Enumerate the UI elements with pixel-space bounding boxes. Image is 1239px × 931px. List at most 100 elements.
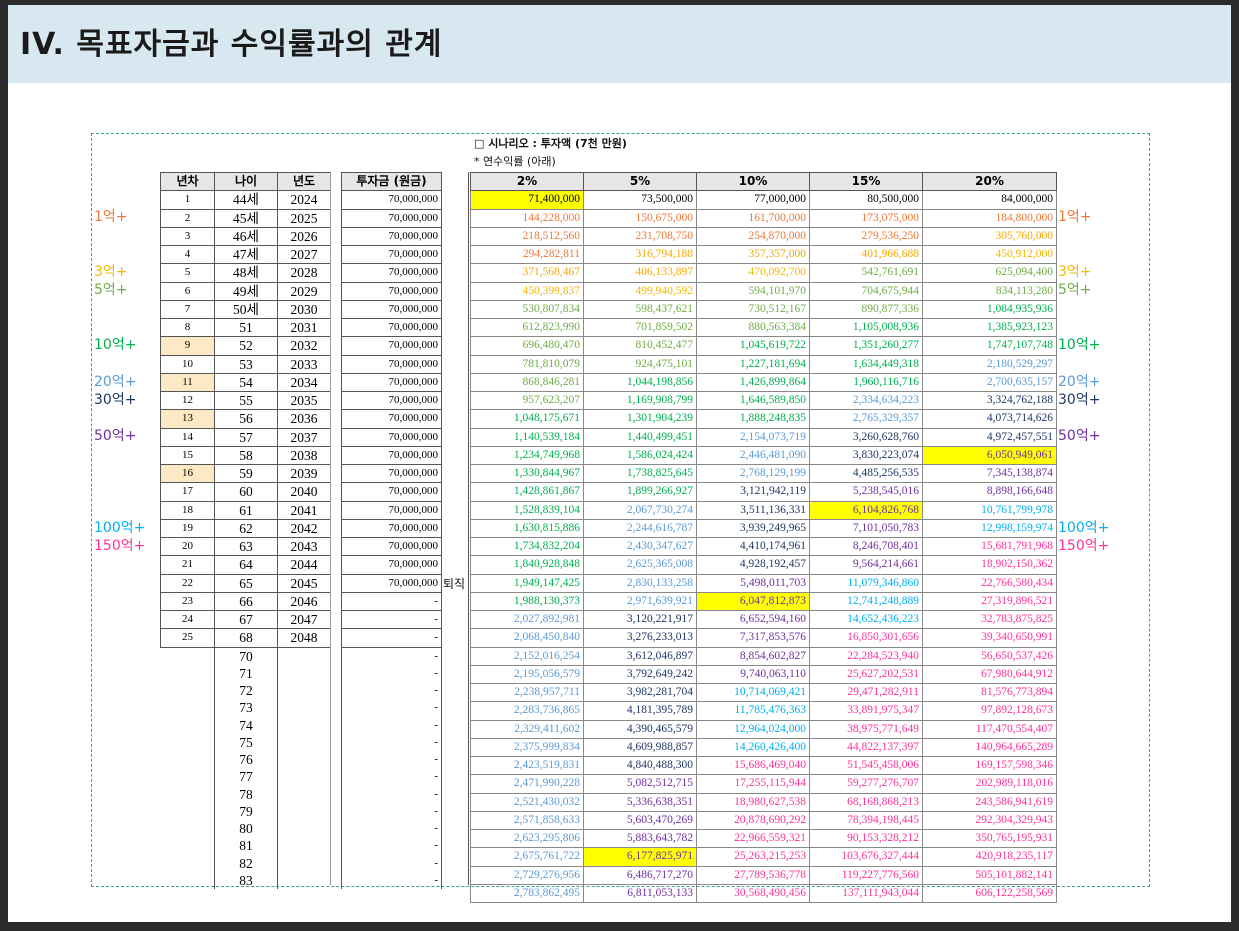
table-row: 781,810,079 924,475,101 1,227,181,694 1,634… bbox=[470, 354, 1057, 374]
year-no-cell: 5 bbox=[160, 263, 215, 283]
value-cell-10pct: 9,740,063,110 bbox=[696, 664, 810, 685]
value-cell-10pct: 2,768,129,199 bbox=[696, 463, 810, 484]
table-row: 2,027,892,981 3,120,221,917 6,652,594,160 1… bbox=[470, 609, 1057, 630]
table-row: - bbox=[341, 664, 442, 682]
value-cell-15pct: 80,500,000 bbox=[809, 190, 923, 210]
rates-left-border bbox=[468, 172, 469, 885]
table-row: 70,000,000 bbox=[341, 244, 442, 265]
table-row: - bbox=[341, 768, 442, 786]
value-cell-5pct: 3,982,281,704 bbox=[583, 682, 697, 703]
table-row: 77 bbox=[161, 768, 331, 786]
year-no-cell bbox=[161, 786, 215, 803]
table-row: 1 44세 2024 bbox=[160, 190, 331, 210]
header-age: 나이 bbox=[214, 171, 278, 192]
year-no-cell bbox=[161, 682, 215, 699]
value-cell-2pct: 2,783,862,495 bbox=[470, 883, 584, 904]
value-cell-15pct: 12,741,248,889 bbox=[809, 591, 923, 612]
value-cell-5pct: 316,794,188 bbox=[583, 244, 697, 265]
value-cell-15pct: 3,830,223,074 bbox=[809, 445, 923, 466]
principal-cell: - bbox=[341, 785, 442, 803]
table-row: 72 bbox=[161, 682, 331, 700]
value-cell-20pct: 84,000,000 bbox=[922, 190, 1057, 210]
age-cell: 49세 bbox=[214, 281, 278, 301]
value-cell-20pct: 3,324,762,188 bbox=[922, 390, 1057, 411]
value-cell-2pct: 1,949,147,425 bbox=[470, 573, 584, 593]
table-row: 3 46세 2026 bbox=[160, 226, 331, 247]
year-cell bbox=[278, 855, 331, 872]
value-cell-20pct: 4,073,714,626 bbox=[922, 409, 1057, 429]
table-row: 82 bbox=[161, 854, 331, 872]
age-cell: 78 bbox=[214, 785, 278, 803]
value-cell-10pct: 77,000,000 bbox=[696, 190, 810, 210]
value-cell-20pct: 97,892,128,673 bbox=[922, 701, 1057, 721]
value-cell-2pct: 1,330,844,967 bbox=[470, 463, 584, 484]
age-cell: 81 bbox=[214, 837, 278, 855]
milestone-marker-left: 150억+ bbox=[94, 537, 146, 554]
age-cell: 45세 bbox=[214, 208, 278, 228]
value-cell-5pct: 6,486,717,270 bbox=[583, 865, 697, 885]
value-cell-2pct: 530,807,834 bbox=[470, 299, 584, 320]
table-row: 2,423,519,831 4,840,488,300 15,686,469,040… bbox=[470, 755, 1057, 776]
age-cell: 72 bbox=[214, 682, 278, 700]
value-cell-15pct: 3,260,628,760 bbox=[809, 427, 923, 447]
table-row: - bbox=[341, 802, 442, 820]
table-row: 8 51 2031 bbox=[160, 317, 331, 338]
year-no-cell: 20 bbox=[160, 536, 215, 557]
value-cell-15pct: 704,675,944 bbox=[809, 281, 923, 301]
year-cell: 2025 bbox=[277, 208, 331, 228]
value-cell-20pct: 12,998,159,974 bbox=[922, 518, 1057, 539]
principal-cell: 70,000,000 bbox=[341, 500, 442, 520]
value-cell-15pct: 25,627,202,531 bbox=[809, 664, 923, 685]
value-cell-2pct: 696,480,470 bbox=[470, 336, 584, 356]
value-cell-15pct: 1,634,449,318 bbox=[809, 354, 923, 374]
table-row: 1,840,928,848 2,625,365,008 4,928,192,457 9… bbox=[470, 555, 1057, 575]
table-row: 2,675,761,722 6,177,825,971 25,263,215,253… bbox=[470, 847, 1057, 867]
scenario-caption: □ 시나리오 : 투자액 (7천 만원) bbox=[474, 137, 627, 150]
value-cell-10pct: 4,410,174,961 bbox=[696, 536, 810, 557]
table-row: 530,807,834 598,437,621 730,512,167 890,877… bbox=[470, 299, 1057, 320]
table-row: 70,000,000 bbox=[341, 555, 442, 575]
year-no-cell: 13 bbox=[160, 409, 215, 429]
year-no-cell bbox=[161, 820, 215, 837]
milestone-marker-right: 10억+ bbox=[1058, 337, 1101, 353]
year-cell: 2041 bbox=[277, 500, 331, 520]
principal-cell: - bbox=[341, 768, 442, 786]
value-cell-2pct: 2,027,892,981 bbox=[470, 609, 584, 630]
principal-cell: - bbox=[341, 871, 442, 889]
value-cell-2pct: 2,571,858,633 bbox=[470, 810, 584, 831]
year-cell bbox=[278, 647, 331, 665]
age-cell: 52 bbox=[214, 336, 278, 356]
value-cell-15pct: 890,877,336 bbox=[809, 299, 923, 320]
table-row: 2,238,957,711 3,982,281,704 10,714,069,421… bbox=[470, 682, 1057, 703]
year-no-cell: 4 bbox=[160, 244, 215, 265]
milestone-marker-left: 1억+ bbox=[94, 209, 128, 226]
year-cell: 2030 bbox=[277, 299, 331, 320]
value-cell-10pct: 7,317,853,576 bbox=[696, 628, 810, 648]
year-cell bbox=[278, 665, 331, 682]
value-cell-10pct: 730,512,167 bbox=[696, 299, 810, 320]
milestone-marker-left: 3억+ bbox=[94, 264, 128, 280]
table-row: 70,000,000 bbox=[341, 573, 442, 593]
table-row: 70,000,000 bbox=[341, 500, 442, 520]
table-row: 70,000,000 bbox=[341, 445, 442, 466]
title-banner: IV. 목표자금과 수익률과의 관계 bbox=[8, 5, 1231, 83]
age-cell: 75 bbox=[214, 733, 278, 751]
principal-cell: 70,000,000 bbox=[341, 317, 442, 338]
milestone-marker-right: 30억+ bbox=[1058, 391, 1101, 408]
year-cell bbox=[278, 786, 331, 803]
table-row: 13 56 2036 bbox=[160, 409, 331, 429]
principal-cell: - bbox=[341, 837, 442, 855]
age-cell: 58 bbox=[214, 445, 278, 466]
principal-cell: 70,000,000 bbox=[341, 482, 442, 502]
value-cell-2pct: 1,988,130,373 bbox=[470, 591, 584, 612]
year-no-cell: 17 bbox=[160, 482, 215, 502]
value-cell-10pct: 161,700,000 bbox=[696, 208, 810, 228]
table-row: 20 63 2043 bbox=[160, 536, 331, 557]
year-cell: 2043 bbox=[277, 536, 331, 557]
value-cell-15pct: 2,334,634,223 bbox=[809, 390, 923, 411]
value-cell-15pct: 22,284,523,940 bbox=[809, 646, 923, 666]
principal-cell: 70,000,000 bbox=[341, 190, 442, 210]
age-cell: 55 bbox=[214, 390, 278, 411]
value-cell-20pct: 15,681,791,968 bbox=[922, 536, 1057, 557]
year-no-cell bbox=[161, 768, 215, 785]
